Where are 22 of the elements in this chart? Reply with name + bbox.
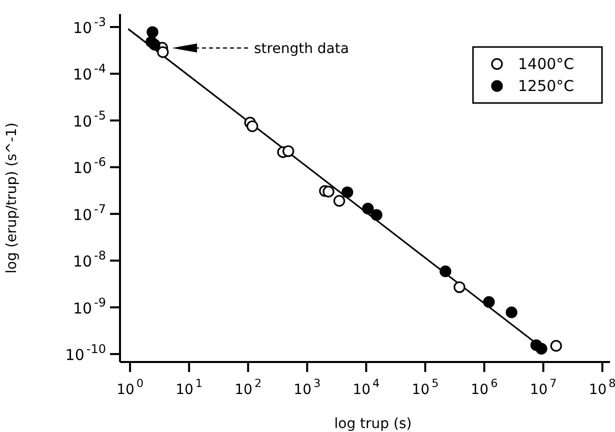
y-tick-label: 10$^{-5}$ xyxy=(72,108,106,130)
x-tick-label: 10$^{4}$ xyxy=(352,377,380,398)
x-tick-label: 10$^{7}$ xyxy=(530,377,557,398)
y-tick-label: 10$^{-3}$ xyxy=(72,14,106,38)
x-tick-label: 10$^{0}$ xyxy=(116,377,144,398)
x-tick-label: 10$^{8}$ xyxy=(588,377,615,398)
x-tick-label: 10$^{6}$ xyxy=(470,377,498,398)
x-tick-label: 10$^{1}$ xyxy=(176,377,203,398)
legend-label: 1250°C xyxy=(518,77,574,95)
annotation: strength data xyxy=(254,41,349,57)
legend-label: 1400°C xyxy=(518,55,574,73)
y-tick-label: 10$^{-6}$ xyxy=(72,154,106,178)
x-tick-label: 10$^{2}$ xyxy=(234,377,262,398)
x-axis-title: log trup (s) xyxy=(334,416,412,432)
y-tick-label: 10$^{-10}$ xyxy=(65,342,106,364)
y-tick-label: 10$^{-8}$ xyxy=(72,248,106,271)
y-axis-title: log (erup/trup) (s^-1) xyxy=(4,122,20,274)
x-tick-label: 10$^{3}$ xyxy=(294,377,321,398)
y-tick-label: 10$^{-7}$ xyxy=(72,202,106,224)
x-tick-label: 10$^{5}$ xyxy=(412,377,439,398)
y-tick-label: 10$^{-4}$ xyxy=(72,62,106,84)
y-tick-label: 10$^{-9}$ xyxy=(72,295,106,318)
